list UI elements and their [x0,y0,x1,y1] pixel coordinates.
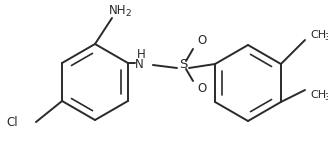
Text: NH: NH [109,3,127,17]
Text: CH: CH [310,30,326,40]
Text: N: N [134,59,143,71]
Text: O: O [197,83,207,95]
Text: O: O [197,35,207,47]
Text: 3: 3 [324,93,328,102]
Text: Cl: Cl [6,116,18,128]
Text: S: S [179,59,187,71]
Text: 2: 2 [125,9,131,17]
Text: H: H [136,48,145,62]
Text: 3: 3 [324,33,328,43]
Text: CH: CH [310,90,326,100]
